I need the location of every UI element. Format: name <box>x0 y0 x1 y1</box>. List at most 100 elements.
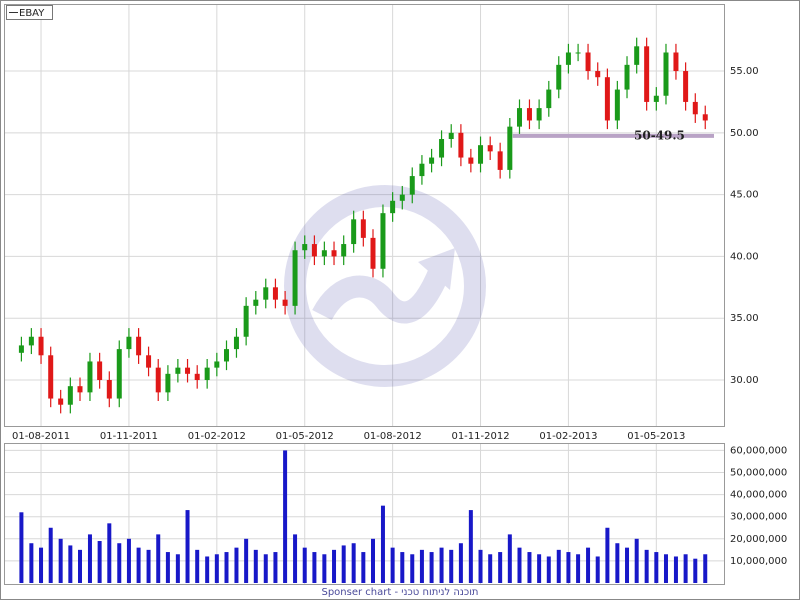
marks-layer <box>18 37 714 583</box>
volume-bar <box>97 541 102 583</box>
candle-body <box>380 213 386 269</box>
volume-bar <box>644 549 649 583</box>
volume-bar <box>234 547 239 583</box>
y-tick-label: 60,000,000 <box>730 445 787 456</box>
candle-body <box>302 244 308 251</box>
volume-bar <box>68 545 73 583</box>
candle-body <box>263 287 269 300</box>
y-tick-label: 50.00 <box>730 128 759 139</box>
candle-body <box>409 176 415 195</box>
candle-body <box>282 299 288 306</box>
candle-body <box>28 336 34 346</box>
candle-body <box>702 114 708 121</box>
volume-bar <box>439 547 444 583</box>
volume-bar <box>273 552 278 583</box>
volume-bar <box>283 450 288 583</box>
price-panel <box>4 4 725 427</box>
candle-body <box>253 299 259 306</box>
volume-bar <box>58 538 63 583</box>
candle-body <box>233 336 239 350</box>
candle-body <box>644 46 650 102</box>
volume-bar <box>322 554 327 583</box>
candle-body <box>97 361 103 381</box>
volume-bar <box>156 534 161 583</box>
volume-bar <box>332 549 337 583</box>
volume-bar <box>703 554 708 583</box>
candle-body <box>468 157 474 164</box>
candle-body <box>370 237 376 269</box>
candle-body <box>575 52 581 54</box>
candle-body <box>214 361 220 368</box>
volume-bar <box>488 554 493 583</box>
volume-bar <box>595 556 600 583</box>
candle-body <box>360 219 366 238</box>
candle-body <box>536 108 542 121</box>
volume-bar <box>693 558 698 583</box>
candle-body <box>185 367 191 374</box>
candle-body <box>487 145 493 152</box>
y-tick-label: 50,000,000 <box>730 468 787 479</box>
candle-body <box>653 95 659 102</box>
volume-bar <box>527 552 532 583</box>
x-tick-label: 01-11-2011 <box>100 431 158 442</box>
volume-bar <box>605 527 610 583</box>
y-tick-label: 40,000,000 <box>730 490 787 501</box>
footer: Sponser chart - תוכנה לניתוח טכני <box>321 587 478 598</box>
candle-body <box>585 52 591 72</box>
volume-bar <box>361 552 366 583</box>
volume-bar <box>48 527 53 583</box>
candle-body <box>507 126 513 170</box>
volume-bar <box>146 549 151 583</box>
volume-bar <box>634 538 639 583</box>
x-tick-label: 01-05-2012 <box>276 431 334 442</box>
candle-body <box>272 287 278 300</box>
y-tick-label: 10,000,000 <box>730 556 787 567</box>
candle-body <box>526 108 532 121</box>
y-tick-label: 30,000,000 <box>730 512 787 523</box>
candle-body <box>243 305 249 337</box>
x-tick-label: 01-11-2012 <box>451 431 509 442</box>
candle-body <box>448 132 454 140</box>
candle-body <box>595 71 601 78</box>
volume-bar <box>380 505 385 583</box>
candle-body <box>546 89 552 109</box>
y-tick-label: 40.00 <box>730 251 759 262</box>
candle-body <box>38 336 44 356</box>
candle-body <box>565 52 571 65</box>
legend-box <box>6 5 53 20</box>
volume-bar <box>302 547 307 583</box>
candle-body <box>77 386 83 393</box>
candle-body <box>146 355 152 368</box>
x-tick-label: 01-02-2013 <box>539 431 597 442</box>
volume-bar <box>263 554 268 583</box>
volume-bar <box>175 554 180 583</box>
support-label: 50-49.5 <box>634 128 685 142</box>
volume-bar <box>556 549 561 583</box>
volume-bar <box>654 552 659 583</box>
volume-bar <box>419 549 424 583</box>
candle-body <box>194 373 200 381</box>
candle-body <box>106 380 112 399</box>
candle-body <box>58 398 64 405</box>
candle-body <box>604 77 610 121</box>
candle-body <box>390 200 396 214</box>
candle-body <box>556 64 562 90</box>
candle-body <box>87 361 93 393</box>
candle-body <box>497 151 503 170</box>
volume-bar <box>224 552 229 583</box>
candle-body <box>116 349 122 399</box>
legend-label: EBAY <box>19 8 45 19</box>
candle-body <box>399 194 405 201</box>
candle-body <box>692 101 698 115</box>
volume-bar <box>312 552 317 583</box>
volume-bar <box>673 556 678 583</box>
volume-bar <box>126 538 131 583</box>
volume-bar <box>429 552 434 583</box>
candle-body <box>634 46 640 65</box>
volume-bar <box>195 549 200 583</box>
volume-bar <box>586 547 591 583</box>
candle-body <box>136 336 142 356</box>
volume-bar <box>19 512 24 583</box>
volume-bar <box>663 554 668 583</box>
